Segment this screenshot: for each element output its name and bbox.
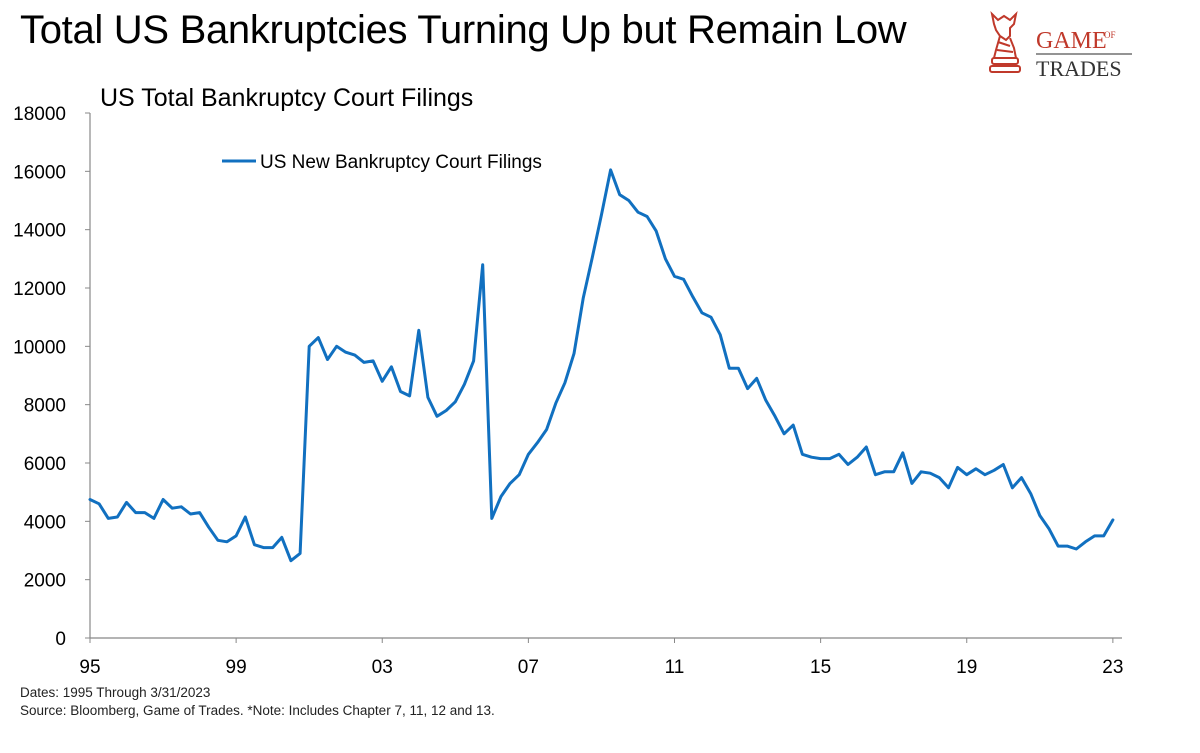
y-tick-label: 4000: [24, 512, 66, 533]
x-tick-label: 11: [665, 657, 685, 678]
y-tick-label: 10000: [13, 337, 66, 358]
game-of-trades-logo: GAME OF TRADES: [989, 10, 1132, 81]
brand-game: GAME: [1036, 28, 1107, 54]
y-tick-label: 0: [55, 629, 66, 650]
x-tick-label: 07: [518, 657, 539, 678]
series-line: [88, 168, 1115, 563]
legend-label: US New Bankruptcy Court Filings: [260, 152, 542, 173]
chess-knight-bull-icon: [989, 10, 1021, 73]
x-tick-label: 15: [810, 657, 831, 678]
y-tick-label: 14000: [13, 221, 66, 242]
x-tick-label: 23: [1102, 657, 1123, 678]
y-tick-label: 8000: [24, 396, 66, 417]
y-tick-label: 18000: [13, 104, 66, 125]
y-tick-label: 12000: [13, 279, 66, 300]
x-tick-label: 95: [79, 657, 100, 678]
footnotes: Dates: 1995 Through 3/31/2023 Source: Bl…: [20, 684, 495, 720]
y-tick-label: 2000: [24, 571, 66, 592]
dates-note: Dates: 1995 Through 3/31/2023: [20, 685, 211, 700]
brand-trades: TRADES: [1036, 56, 1122, 81]
chart-title: US Total Bankruptcy Court Filings: [100, 84, 473, 112]
chart-headline: Total US Bankruptcies Turning Up but Rem…: [20, 8, 907, 52]
x-tick-label: 03: [372, 657, 393, 678]
x-tick-label: 99: [226, 657, 247, 678]
brand-of: OF: [1104, 30, 1116, 40]
y-tick-label: 16000: [13, 162, 66, 183]
y-tick-label: 6000: [24, 454, 66, 475]
x-tick-label: 19: [956, 657, 977, 678]
source-note: Source: Bloomberg, Game of Trades. *Note…: [20, 703, 495, 718]
